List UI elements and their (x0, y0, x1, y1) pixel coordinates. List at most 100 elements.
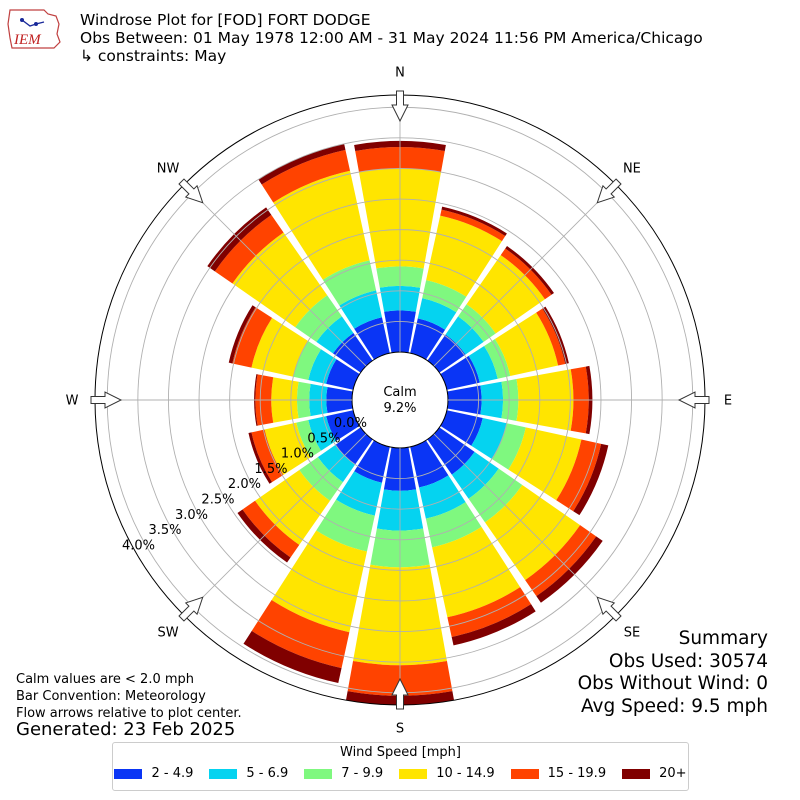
grid-spoke (433, 433, 616, 616)
grid-spoke (433, 184, 616, 367)
legend-title: Wind Speed [mph] (340, 745, 461, 760)
bar-ESE-5-6.9 (471, 418, 507, 459)
calm-value: 9.2% (383, 401, 416, 416)
bar-W-20+ (254, 374, 258, 426)
legend-label: 5 - 6.9 (246, 766, 289, 781)
bar-NNE-20+ (441, 206, 507, 237)
notes: Calm values are < 2.0 mph Bar Convention… (16, 671, 242, 722)
legend-swatch (399, 768, 428, 779)
bar-NNW-10-14.9 (273, 170, 370, 280)
bar-WNW-7-9.9 (293, 341, 321, 380)
bar-WSW-5-6.9 (308, 416, 337, 451)
bar-WNW-5-6.9 (308, 349, 337, 384)
flow-arrow (596, 178, 622, 204)
legend-label: 7 - 9.9 (341, 766, 384, 781)
bar-SSE-5-6.9 (419, 475, 466, 519)
chart-header: Windrose Plot for [FOD] FORT DODGE Obs B… (80, 11, 703, 65)
calm-circle (351, 351, 449, 449)
bar-WNW-15-19.9 (232, 307, 273, 368)
bar-NNE-5-6.9 (417, 298, 457, 330)
bar-ENE-10-14.9 (494, 312, 559, 376)
bar-ESE-2-4.9 (440, 410, 483, 446)
bar-WSW-15-19.9 (251, 429, 284, 483)
calm-note: Calm values are < 2.0 mph (16, 672, 195, 687)
bar-NNE-15-19.9 (440, 209, 506, 242)
bar-NNW-15-19.9 (261, 149, 351, 203)
direction-label-W: W (66, 394, 79, 409)
bar-NNW-7-9.9 (322, 260, 377, 306)
legend-label: 20+ (659, 766, 687, 781)
bar-ENE-20+ (542, 306, 569, 364)
bar-SSE-20+ (451, 604, 536, 646)
bar-ENE-7-9.9 (484, 339, 511, 379)
obs-between: Obs Between: 01 May 1978 12:00 AM - 31 M… (80, 29, 703, 47)
legend: Wind Speed [mph] 2 - 4.9 5 - 6.9 7 - 9.9 10… (112, 742, 689, 791)
bar-SSW-5-6.9 (336, 471, 382, 516)
direction-label-SW: SW (158, 625, 179, 640)
bar-ESE-7-9.9 (491, 423, 526, 470)
legend-item: 15 - 19.9 (510, 766, 606, 781)
bar-NNW-2-4.9 (354, 317, 390, 360)
radial-tick-label: 1.5% (254, 462, 287, 477)
bar-SSW-20+ (243, 630, 342, 684)
legend-swatch (622, 768, 651, 779)
radial-tick-label: 0.0% (334, 416, 367, 431)
flow-arrow (391, 677, 409, 710)
legend-item: 7 - 9.9 (304, 766, 383, 781)
legend-item: 10 - 14.9 (399, 766, 495, 781)
chart-title: Windrose Plot for [FOD] FORT DODGE (80, 11, 371, 29)
radial-tick-label: 4.0% (122, 538, 155, 553)
legend-item: 5 - 6.9 (209, 766, 288, 781)
constraints: ↳ constraints: May (80, 47, 227, 65)
legend-item: 20+ (622, 766, 687, 781)
bar-ENE-15-19.9 (536, 308, 566, 366)
flow-arrow (391, 90, 409, 123)
direction-label-SE: SE (624, 625, 640, 640)
radial-tick-label: 1.0% (281, 447, 314, 462)
bar-ESE-20+ (573, 443, 609, 516)
bar-ESE-10-14.9 (508, 427, 582, 501)
bar-ENE-5-6.9 (468, 345, 498, 383)
flow-arrows-note: Flow arrows relative to plot center. (16, 706, 242, 721)
bar-WNW-2-4.9 (326, 359, 360, 390)
direction-label-N: N (395, 66, 405, 81)
direction-label-E: E (724, 394, 732, 409)
legend-swatch (510, 768, 539, 779)
bar-SSE-10-14.9 (432, 526, 521, 618)
bar-SSE-15-19.9 (447, 587, 532, 638)
bar-ESE-15-19.9 (556, 439, 602, 512)
grid-spoke (184, 184, 367, 367)
legend-label: 10 - 14.9 (436, 766, 495, 781)
iem-logo: IEM (7, 9, 61, 49)
direction-label-S: S (396, 722, 404, 737)
logo-text: IEM (13, 32, 42, 48)
bar-NNW-5-6.9 (339, 290, 382, 329)
legend-swatch (209, 768, 238, 779)
bar-NE-20+ (505, 246, 554, 295)
radial-tick-label: 3.5% (148, 523, 181, 538)
bar-NNE-2-4.9 (410, 318, 446, 360)
radial-tick-label: 0.5% (307, 431, 340, 446)
bar-SSW-2-4.9 (354, 440, 390, 483)
bar-NNE-7-9.9 (422, 280, 467, 313)
bar-NNW-20+ (258, 143, 346, 185)
obs-without-wind: Obs Without Wind: 0 (577, 673, 768, 694)
legend-swatch (304, 768, 333, 779)
bar-WSW-10-14.9 (264, 422, 311, 475)
bar-SSW-7-9.9 (316, 499, 375, 552)
flow-arrow (178, 596, 204, 622)
flow-arrow (677, 391, 710, 409)
generated-date: Generated: 23 Feb 2025 (16, 719, 236, 740)
direction-label-NW: NW (157, 162, 180, 177)
summary-title: Summary (678, 628, 768, 649)
grid-spoke (184, 433, 367, 616)
flow-arrow (178, 178, 204, 204)
legend-items: 2 - 4.9 5 - 6.9 7 - 9.9 10 - 14.9 15 - 19.9 2… (113, 766, 688, 781)
bar-convention: Bar Convention: Meteorology (16, 689, 206, 704)
bar-WSW-20+ (248, 432, 273, 484)
avg-speed: Avg Speed: 9.5 mph (580, 695, 768, 717)
direction-label-NE: NE (623, 162, 641, 177)
bar-WSW-7-9.9 (296, 420, 321, 458)
obs-used: Obs Used: 30574 (608, 650, 768, 672)
